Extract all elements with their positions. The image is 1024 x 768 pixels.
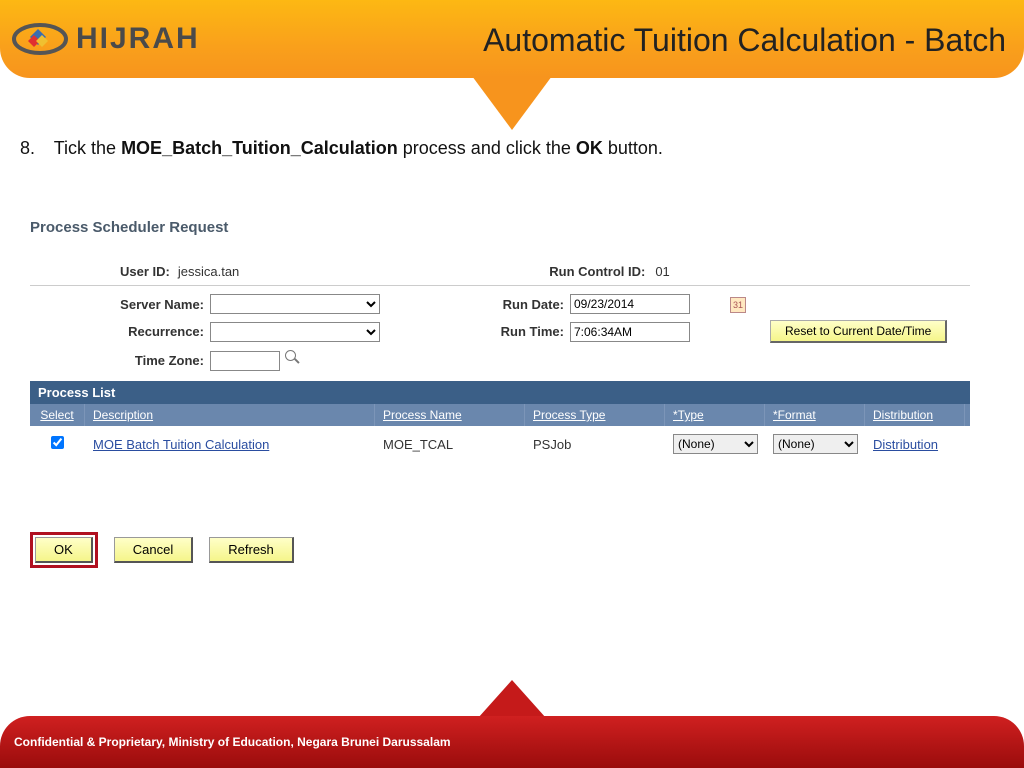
panel-title: Process Scheduler Request: [30, 219, 970, 236]
banner-decor: [472, 76, 552, 130]
footer-decor: [478, 680, 546, 718]
instruction-text-3: button.: [608, 138, 663, 158]
user-id-label: User ID:: [120, 264, 170, 279]
ok-button[interactable]: OK: [35, 537, 93, 563]
instruction-step: 8. Tick the MOE_Batch_Tuition_Calculatio…: [20, 138, 1024, 159]
footer-text: Confidential & Proprietary, Ministry of …: [14, 735, 451, 749]
instruction-bold-1: MOE_Batch_Tuition_Calculation: [121, 138, 398, 158]
col-distribution[interactable]: Distribution: [865, 404, 965, 426]
col-format[interactable]: *Format: [765, 404, 865, 426]
logo-icon: [10, 15, 70, 63]
process-scheduler-panel: Process Scheduler Request User ID: jessi…: [30, 219, 970, 568]
lookup-icon[interactable]: [284, 349, 300, 365]
process-description-link[interactable]: MOE Batch Tuition Calculation: [93, 437, 269, 452]
col-type[interactable]: *Type: [665, 404, 765, 426]
server-name-label: Server Name:: [30, 297, 210, 312]
reset-datetime-button[interactable]: Reset to Current Date/Time: [770, 320, 947, 343]
form-grid: Server Name: Run Date: 31 Recurrence: Ru…: [30, 294, 970, 371]
run-date-input[interactable]: [570, 294, 690, 314]
page-title: Automatic Tuition Calculation - Batch: [483, 22, 1006, 59]
action-buttons: OK Cancel Refresh: [30, 532, 970, 568]
footer-bar: Confidential & Proprietary, Ministry of …: [0, 716, 1024, 768]
run-date-label: Run Date:: [460, 297, 570, 312]
time-zone-input[interactable]: [210, 351, 280, 371]
process-list-header: Select Description Process Name Process …: [30, 404, 970, 426]
logo: HIJRAH: [10, 15, 200, 63]
col-process-name[interactable]: Process Name: [375, 404, 525, 426]
run-control-id-label: Run Control ID:: [549, 264, 645, 279]
logo-text: HIJRAH: [76, 22, 200, 56]
instruction-text-1: Tick the: [54, 138, 121, 158]
refresh-button[interactable]: Refresh: [209, 537, 294, 563]
instruction-text-2: process and click the: [403, 138, 576, 158]
cancel-button[interactable]: Cancel: [114, 537, 193, 563]
ok-highlight: OK: [30, 532, 98, 568]
time-zone-label: Time Zone:: [30, 353, 210, 368]
recurrence-select[interactable]: [210, 322, 380, 342]
top-banner: HIJRAH Automatic Tuition Calculation - B…: [0, 0, 1024, 78]
process-list-row: MOE Batch Tuition Calculation MOE_TCAL P…: [30, 426, 970, 462]
run-control-id-value: 01: [655, 264, 669, 279]
process-name-value: MOE_TCAL: [375, 435, 525, 454]
run-time-label: Run Time:: [460, 324, 570, 339]
recurrence-label: Recurrence:: [30, 324, 210, 339]
calendar-icon[interactable]: 31: [730, 297, 746, 313]
type-select[interactable]: (None): [673, 434, 758, 454]
instruction-bold-2: OK: [576, 138, 603, 158]
user-id-value: jessica.tan: [178, 264, 239, 279]
distribution-link[interactable]: Distribution: [873, 437, 938, 452]
col-process-type[interactable]: Process Type: [525, 404, 665, 426]
server-name-select[interactable]: [210, 294, 380, 314]
process-list-title: Process List: [30, 381, 970, 404]
col-description[interactable]: Description: [85, 404, 375, 426]
step-number: 8.: [20, 138, 35, 158]
select-checkbox[interactable]: [51, 436, 64, 449]
process-type-value: PSJob: [525, 435, 665, 454]
format-select[interactable]: (None): [773, 434, 858, 454]
run-time-input[interactable]: [570, 322, 690, 342]
header-row: User ID: jessica.tan Run Control ID: 01: [30, 264, 970, 286]
col-select[interactable]: Select: [30, 404, 85, 426]
